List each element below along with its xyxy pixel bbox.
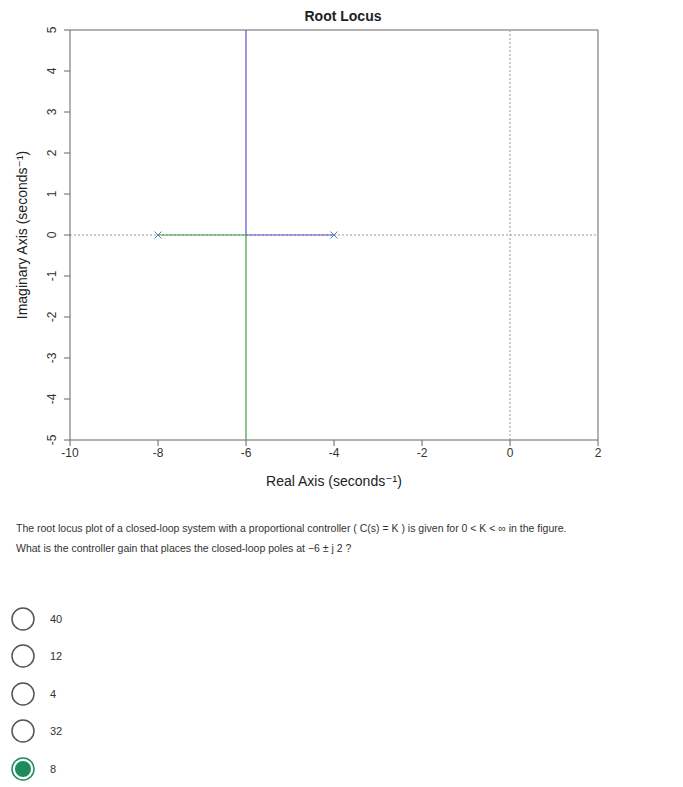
svg-text:-8: -8 (153, 446, 164, 460)
svg-text:-4: -4 (45, 393, 59, 404)
svg-text:0: 0 (507, 446, 514, 460)
svg-text:2: 2 (595, 446, 602, 460)
html-text:What is the controller gain th: What is the controller gain that places … (16, 542, 352, 554)
svg-text:3: 3 (45, 108, 59, 115)
html-text:32: 32 (50, 725, 63, 738)
html-text:8: 8 (50, 762, 57, 775)
html-text:4: 4 (50, 687, 57, 700)
svg-text:2: 2 (45, 149, 59, 156)
html-text:12: 12 (50, 650, 63, 663)
svg-text:Real Axis (seconds⁻¹): Real Axis (seconds⁻¹) (266, 473, 402, 489)
svg-text:0: 0 (45, 231, 59, 238)
svg-text:-6: -6 (241, 446, 252, 460)
svg-text:1: 1 (45, 190, 59, 197)
svg-text:-2: -2 (417, 446, 428, 460)
svg-text:-1: -1 (45, 270, 59, 281)
html-text:40: 40 (50, 612, 63, 625)
svg-text:4: 4 (45, 67, 59, 74)
html-text:Root Locus: Root Locus (304, 8, 382, 24)
svg-text:-5: -5 (45, 434, 59, 445)
svg-text:-2: -2 (45, 311, 59, 322)
svg-text:-3: -3 (45, 352, 59, 363)
html-text:The root locus plot of a close: The root locus plot of a closed-loop sys… (16, 522, 567, 534)
svg-text:Imaginary Axis (seconds⁻¹): Imaginary Axis (seconds⁻¹) (14, 151, 30, 319)
svg-text:5: 5 (45, 26, 59, 33)
svg-text:-4: -4 (329, 446, 340, 460)
svg-text:-10: -10 (61, 446, 79, 460)
